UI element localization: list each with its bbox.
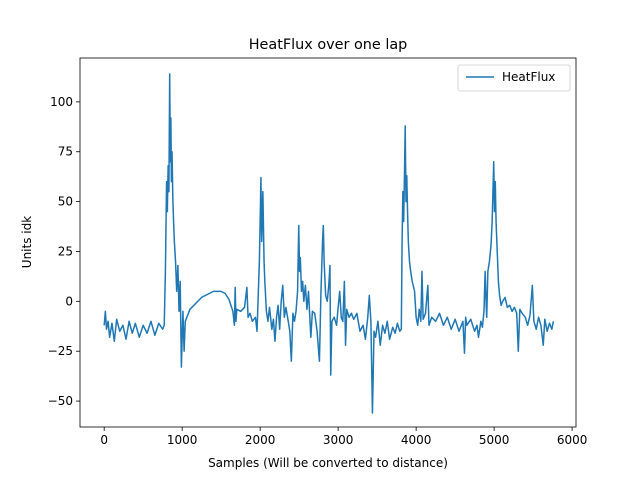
plot-area [103,73,555,414]
y-tick-label: −50 [48,394,73,408]
x-tick-label: 2000 [245,433,276,447]
x-tick-label: 1000 [167,433,198,447]
x-tick-label: 3000 [323,433,354,447]
x-axis-label: Samples (Will be converted to distance) [208,456,448,470]
x-tick-label: 0 [100,433,108,447]
y-tick-label: 50 [58,195,73,209]
y-tick-label: −25 [48,344,73,358]
x-tick-label: 6000 [557,433,588,447]
chart-title: HeatFlux over one lap [249,37,408,53]
x-tick-label: 4000 [401,433,432,447]
axes-frame [79,57,577,428]
legend-box [457,64,571,92]
y-tick-label: 25 [58,244,73,258]
y-tick-label: 100 [50,95,73,109]
x-tick-label: 5000 [479,433,510,447]
axis-ticks: 0 1000 2000 3000 4000 5000 6000 −50 −25 0 25 50 75 10… [48,95,588,447]
series-line-heatflux [103,73,555,414]
legend: HeatFlux [457,64,571,92]
y-tick-label: 75 [58,145,73,159]
y-axis-label: Units idk [20,216,34,268]
legend-label-heatflux: HeatFlux [502,70,555,84]
y-tick-label: 0 [65,294,73,308]
